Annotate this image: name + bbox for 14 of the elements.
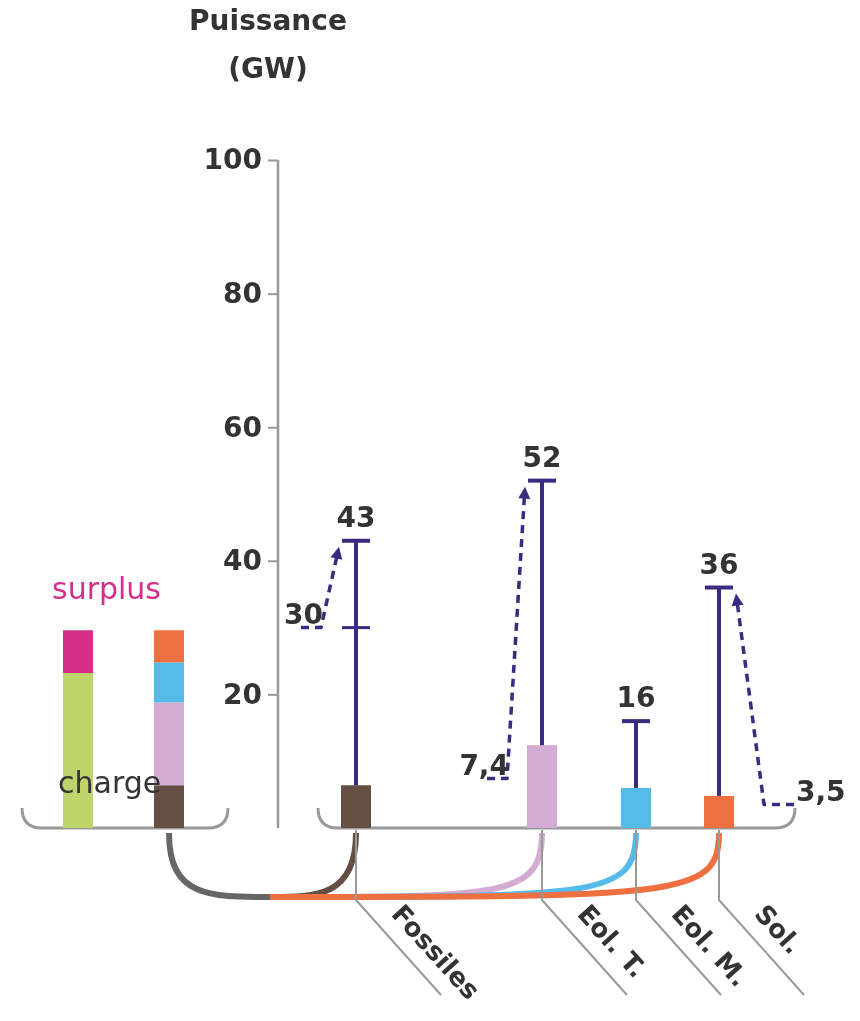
- y-tick-label: 20: [223, 677, 262, 711]
- y-tick-label: 60: [223, 410, 262, 444]
- y-axis-title: Puissance (GW): [189, 4, 347, 85]
- text: 30: [284, 597, 323, 631]
- annotation: 16: [616, 681, 656, 715]
- y-tick-label: 100: [203, 143, 262, 177]
- annotation: 3,5: [796, 774, 846, 808]
- annotation: 7,4: [459, 748, 509, 782]
- annotation: 52: [522, 440, 562, 474]
- y-tick-label: 40: [223, 544, 262, 578]
- annotation: 36: [699, 547, 739, 581]
- annotation: 43: [336, 500, 376, 534]
- series-label: surplus: [52, 570, 161, 606]
- y-tick-label: 80: [223, 277, 262, 311]
